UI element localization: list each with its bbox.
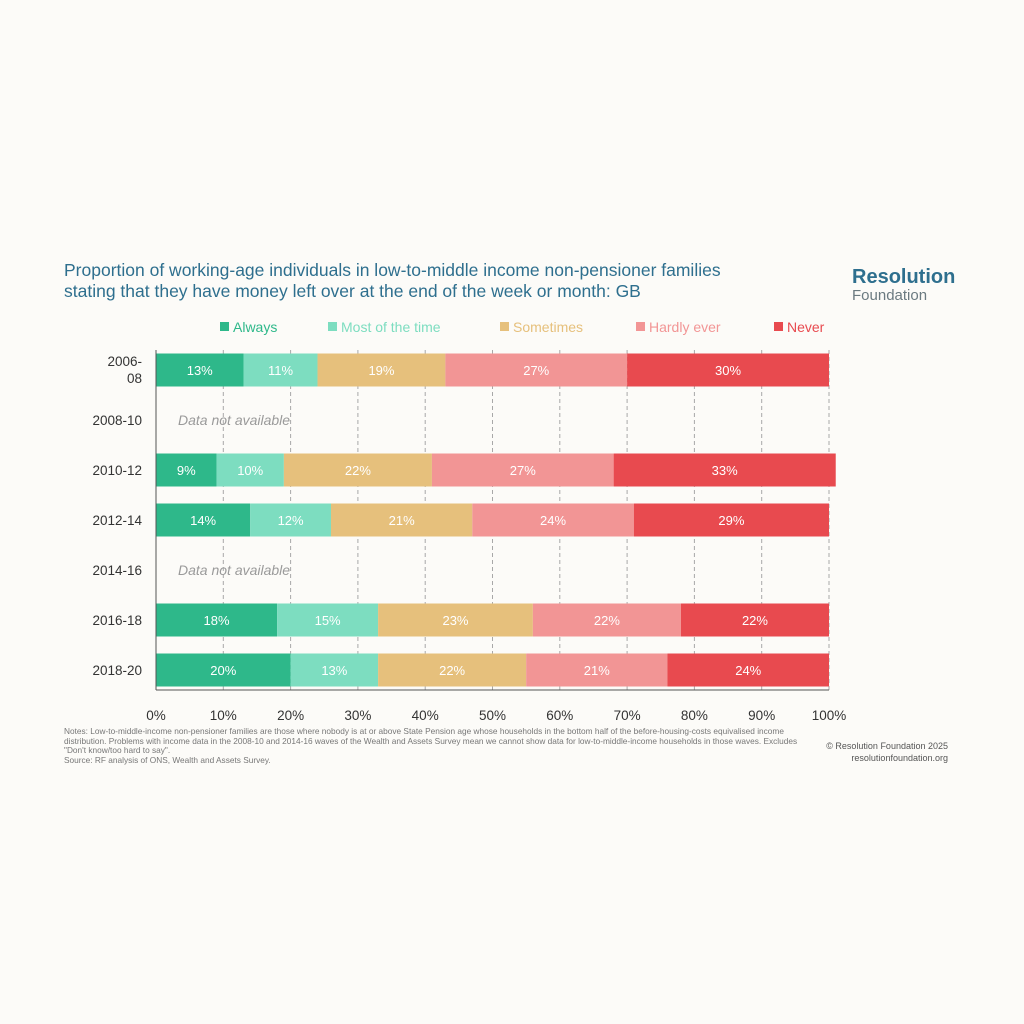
legend-label: Hardly ever (649, 319, 721, 335)
x-tick-label: 50% (479, 708, 506, 723)
legend-label: Never (787, 319, 825, 335)
x-tick-label: 90% (748, 708, 775, 723)
bar-segment-sometimes (330, 503, 473, 537)
legend-swatch (774, 322, 783, 331)
data-label: 11% (268, 363, 293, 378)
resolution-foundation-logo: Resolution Foundation (852, 266, 962, 304)
bar-segment-most-of-the-time (290, 653, 379, 687)
legend-swatch (328, 322, 337, 331)
bar-segment-always (156, 503, 251, 537)
data-label: 22% (439, 663, 465, 678)
chart-notes: Notes: Low-to-middle-income non-pensione… (64, 726, 804, 765)
data-label: 18% (204, 613, 230, 628)
data-label: 30% (715, 363, 741, 378)
legend-label: Most of the time (341, 319, 441, 335)
bar-segment-most-of-the-time (216, 453, 284, 487)
y-category-label: 2008-10 (92, 413, 142, 428)
bar-segment-never (633, 503, 829, 537)
bar-segment-always (156, 453, 217, 487)
data-label: 14% (190, 513, 216, 528)
data-label: 22% (742, 613, 768, 628)
bar-segment-hardly-ever (445, 353, 628, 387)
bar-segment-always (156, 603, 278, 637)
x-tick-label: 60% (546, 708, 573, 723)
bar-segment-sometimes (317, 353, 446, 387)
bar-segment-hardly-ever (526, 653, 668, 687)
data-label: 24% (540, 513, 566, 528)
bar-segment-never (627, 353, 829, 387)
data-label: 19% (368, 363, 394, 378)
bar-segment-sometimes (283, 453, 432, 487)
y-category-label: 2016-18 (92, 613, 142, 628)
bar-segment-most-of-the-time (277, 603, 379, 637)
x-tick-label: 10% (210, 708, 237, 723)
x-tick-label: 30% (344, 708, 371, 723)
x-tick-label: 70% (614, 708, 641, 723)
source-text: Source: RF analysis of ONS, Wealth and A… (64, 754, 271, 765)
y-category-label: 2018-20 (92, 663, 142, 678)
notes-text: Notes: Low-to-middle-income non-pensione… (64, 726, 798, 756)
bar-segment-most-of-the-time (250, 503, 331, 537)
data-label: 21% (389, 513, 415, 528)
bar-segment-sometimes (378, 603, 533, 637)
y-category-label: 2010-12 (92, 463, 142, 478)
chart-title-line2: stating that they have money left over a… (64, 281, 641, 301)
legend-label: Always (233, 319, 277, 335)
chart-title: Proportion of working-age individuals in… (64, 260, 824, 302)
y-category-label: 2006-08 (107, 354, 142, 386)
data-not-available-label: Data not available (178, 562, 290, 578)
bar-segment-hardly-ever (532, 603, 681, 637)
legend-swatch (636, 322, 645, 331)
legend-swatch (500, 322, 509, 331)
data-label: 13% (321, 663, 347, 678)
x-tick-label: 80% (681, 708, 708, 723)
data-label: 29% (718, 513, 744, 528)
logo-text-resolution: Resolution (852, 266, 956, 288)
legend-label: Sometimes (513, 319, 583, 335)
data-label: 27% (510, 463, 536, 478)
data-label: 22% (594, 613, 620, 628)
data-label: 9% (177, 463, 196, 478)
data-label: 22% (345, 463, 371, 478)
chart-title-line1: Proportion of working-age individuals in… (64, 260, 721, 280)
bar-segment-never (680, 603, 829, 637)
data-label: 27% (523, 363, 549, 378)
data-label: 24% (735, 663, 761, 678)
x-tick-label: 0% (146, 708, 166, 723)
data-label: 13% (187, 363, 213, 378)
bar-segment-sometimes (378, 653, 527, 687)
data-not-available-label: Data not available (178, 412, 290, 428)
bar-segment-hardly-ever (431, 453, 614, 487)
data-label: 12% (278, 513, 304, 528)
data-label: 20% (210, 663, 236, 678)
x-tick-label: 100% (812, 708, 847, 723)
website-text: resolutionfoundation.org (851, 753, 948, 763)
bar-segment-never (613, 453, 836, 487)
data-label: 21% (584, 663, 610, 678)
data-label: 23% (442, 613, 468, 628)
bar-segment-always (156, 653, 291, 687)
bar-segment-never (667, 653, 829, 687)
copyright-text: © Resolution Foundation 2025 (826, 741, 948, 751)
bar-segment-most-of-the-time (243, 353, 318, 387)
legend-swatch (220, 322, 229, 331)
data-label: 33% (712, 463, 738, 478)
y-category-label: 2014-16 (92, 563, 142, 578)
logo-text-foundation: Foundation (852, 287, 928, 304)
x-tick-label: 40% (412, 708, 439, 723)
chart-credits: © Resolution Foundation 2025 resolutionf… (826, 740, 948, 764)
x-tick-label: 20% (277, 708, 304, 723)
bar-segment-hardly-ever (472, 503, 634, 537)
y-category-label: 2012-14 (92, 513, 142, 528)
bar-segment-always (156, 353, 244, 387)
data-label: 10% (237, 463, 263, 478)
data-label: 15% (315, 613, 341, 628)
